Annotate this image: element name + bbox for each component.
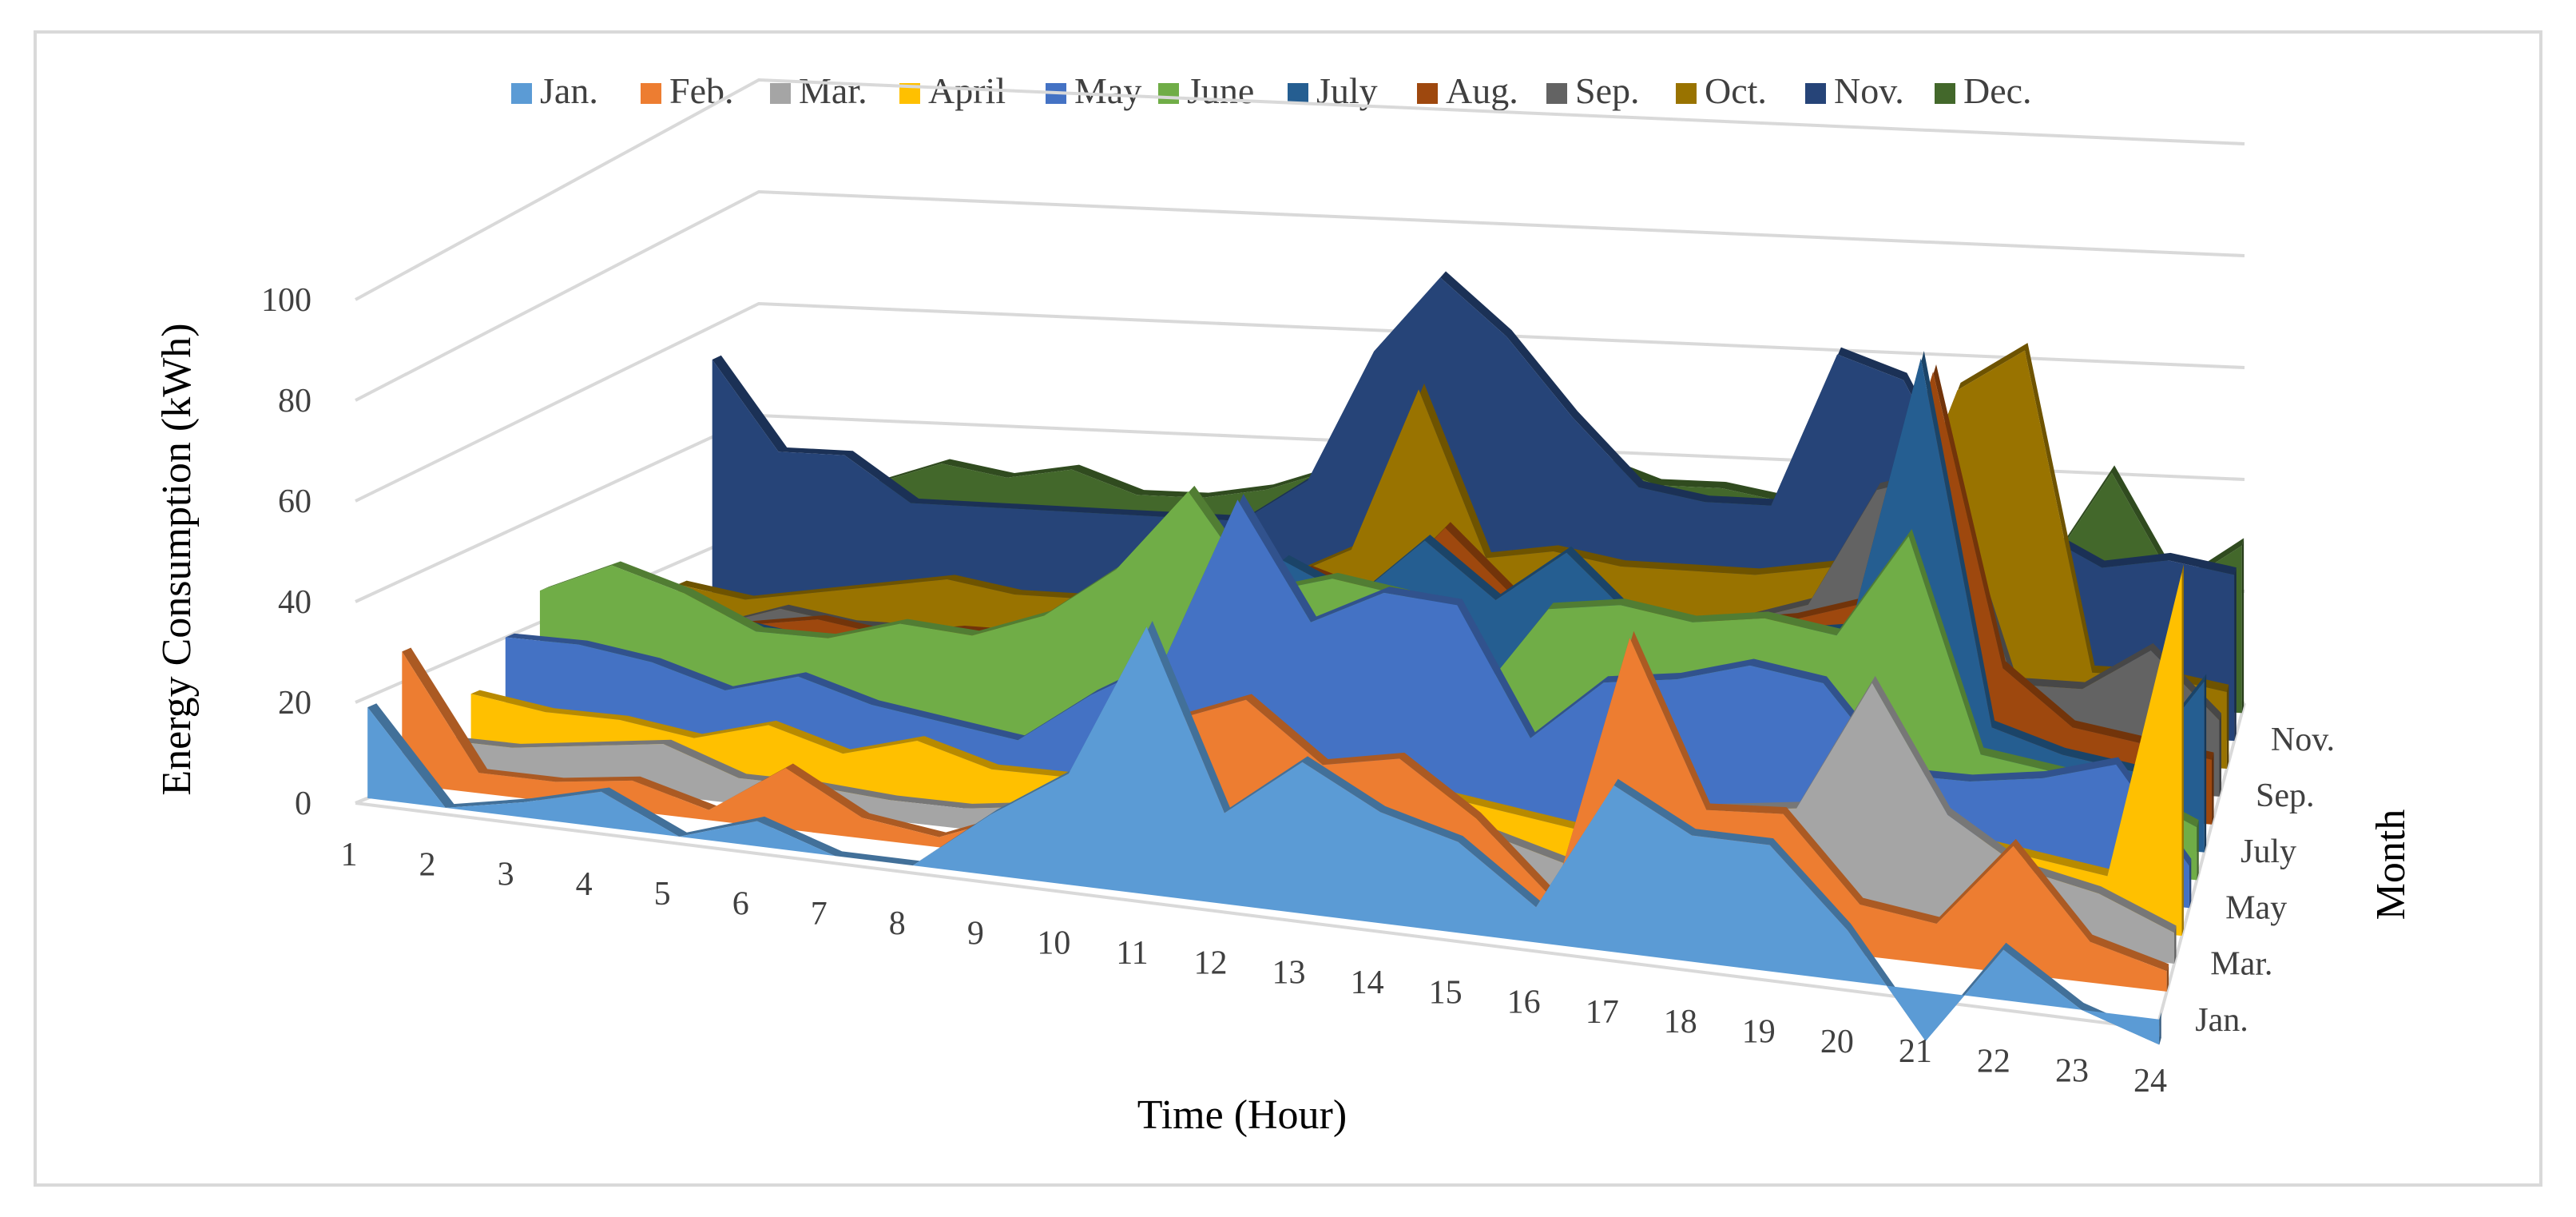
x-tick-7: 7: [811, 896, 828, 933]
legend-label-june: June: [1187, 70, 1254, 111]
x-tick-21: 21: [1899, 1033, 1932, 1070]
legend-swatch-oct: [1676, 83, 1697, 104]
legend-item-june: June: [1158, 70, 1254, 111]
x-tick-17: 17: [1586, 994, 1619, 1031]
series-layer: [367, 271, 2245, 1045]
x-tick-9: 9: [967, 915, 984, 952]
series-end-mar: [2174, 925, 2177, 964]
legend-item-oct: Oct.: [1676, 70, 1767, 111]
x-tick-8: 8: [889, 905, 906, 942]
x-tick-13: 13: [1272, 955, 1306, 992]
x-axis-ticks: 1 2 3 4 5 6 7 8 9 10 11 12 13 14 15 16 17 18 19 20 21 22 23 24: [341, 837, 2168, 1100]
x-tick-22: 22: [1977, 1043, 2010, 1080]
series-end-may: [2189, 858, 2192, 909]
legend-swatch-dec: [1935, 83, 1955, 104]
x-tick-15: 15: [1429, 974, 1463, 1011]
legend-item-mar: Mar.: [770, 70, 867, 111]
series-end-sep: [2219, 713, 2221, 797]
x-tick-6: 6: [732, 886, 749, 923]
legend-item-sep: Sep.: [1546, 70, 1640, 111]
legend-swatch-nov: [1805, 83, 1826, 104]
y-tick-40: 40: [278, 584, 312, 621]
y-axis-title: Energy Consumption (kWh): [154, 323, 200, 795]
month-tick-sep: Sep.: [2256, 778, 2315, 814]
x-tick-2: 2: [419, 846, 436, 883]
legend-label-oct: Oct.: [1705, 70, 1767, 111]
month-tick-jan: Jan.: [2195, 1002, 2249, 1039]
x-tick-24: 24: [2133, 1063, 2167, 1100]
month-tick-july: July: [2241, 833, 2296, 870]
legend-swatch-june: [1158, 83, 1179, 104]
month-tick-may: May: [2225, 889, 2287, 926]
gridline-100: [355, 78, 2245, 301]
x-tick-11: 11: [1116, 935, 1148, 972]
x-tick-3: 3: [498, 857, 514, 893]
month-tick-mar: Mar.: [2210, 946, 2272, 983]
legend-label-dec: Dec.: [1963, 70, 2032, 111]
legend-swatch-jan: [511, 83, 532, 104]
legend-swatch-mar: [770, 83, 791, 104]
x-tick-10: 10: [1037, 925, 1070, 962]
legend-label-jan: Jan.: [540, 70, 598, 111]
x-tick-1: 1: [341, 837, 358, 873]
x-tick-20: 20: [1820, 1024, 1854, 1060]
series-end-july: [2204, 674, 2207, 853]
x-tick-19: 19: [1742, 1013, 1776, 1050]
month-tick-nov: Nov.: [2271, 722, 2335, 758]
series-end-feb: [2166, 964, 2169, 992]
y-tick-80: 80: [278, 383, 312, 420]
legend-swatch-sep: [1546, 83, 1567, 104]
y-tick-0: 0: [295, 785, 312, 822]
x-tick-16: 16: [1507, 984, 1541, 1021]
x-tick-23: 23: [2055, 1053, 2089, 1090]
legend-label-nov: Nov.: [1834, 70, 1904, 111]
y-axis-ticks: 0 20 40 60 80 100: [261, 282, 312, 822]
legend-swatch-july: [1288, 83, 1308, 104]
gridline-60: [355, 301, 2245, 503]
legend-swatch-feb: [641, 83, 661, 104]
legend-label-mar: Mar.: [799, 70, 867, 111]
series-jan: [367, 620, 2161, 1045]
series-end-june: [2197, 820, 2199, 881]
series-end-aug: [2212, 752, 2214, 825]
legend-item-jan: Jan.: [511, 70, 598, 111]
floor-front-edge: [355, 801, 2157, 1031]
legend-item-aug: Aug.: [1417, 70, 1518, 111]
month-axis-title: Month: [2368, 809, 2414, 921]
x-tick-18: 18: [1664, 1004, 1697, 1040]
legend-item-may: May: [1046, 70, 1141, 111]
legend-swatch-aug: [1417, 83, 1438, 104]
legend-label-sep: Sep.: [1575, 70, 1640, 111]
series-end-oct: [2226, 684, 2229, 769]
y-tick-100: 100: [261, 282, 312, 319]
legend-item-dec: Dec.: [1935, 70, 2032, 111]
series-end-nov: [2234, 567, 2237, 742]
legend-label-aug: Aug.: [1446, 70, 1518, 111]
legend: Jan. Feb. Mar. April May June July Aug. Sep. Oct.…: [511, 70, 2032, 111]
y-tick-60: 60: [278, 483, 312, 520]
series-area-jan: [367, 626, 2160, 1045]
legend-label-feb: Feb.: [669, 70, 734, 111]
x-axis-title: Time (Hour): [1137, 1092, 1347, 1138]
series-end-jan: [2159, 1012, 2161, 1045]
gridline-80: [355, 189, 2245, 402]
floor-right-edge: [2155, 702, 2246, 1030]
x-tick-14: 14: [1351, 964, 1384, 1001]
series-end-april: [2181, 564, 2184, 937]
x-tick-12: 12: [1193, 945, 1227, 981]
legend-item-feb: Feb.: [641, 70, 734, 111]
legend-label-may: May: [1074, 70, 1141, 111]
legend-item-nov: Nov.: [1805, 70, 1904, 111]
month-axis-ticks: Jan. Mar. May July Sep. Nov.: [2195, 722, 2335, 1039]
x-tick-5: 5: [654, 876, 671, 913]
y-tick-20: 20: [278, 685, 312, 722]
series-end-dec: [2241, 538, 2245, 714]
x-tick-4: 4: [576, 866, 593, 903]
